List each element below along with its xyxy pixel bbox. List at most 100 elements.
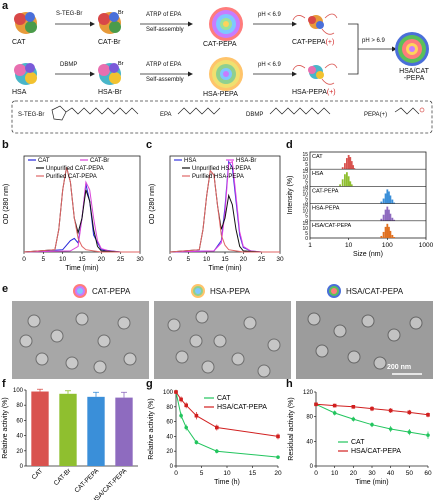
y-tick-label: 80 bbox=[16, 403, 23, 409]
data-point bbox=[215, 449, 219, 453]
x-tick-label: 10 bbox=[331, 470, 339, 477]
legend-label: HSA/CAT-PEPA bbox=[351, 448, 401, 455]
band-label: HSA-PEPA bbox=[312, 206, 340, 212]
tem-title-cat-pepa: CAT-PEPA bbox=[92, 287, 131, 296]
hsa-pepa-plus-icon bbox=[292, 63, 338, 85]
tem-title-hsa-cat-pepa: HSA/CAT-PEPA bbox=[346, 287, 404, 296]
chart-g: 0 5 10 15 20 0 20 40 60 80 100 Time (h) Relative act… bbox=[148, 389, 282, 486]
dls-bar bbox=[349, 181, 352, 187]
x-tick-label: 30 bbox=[276, 256, 284, 263]
dls-bar bbox=[344, 174, 346, 187]
band-label: CAT-PEPA bbox=[312, 188, 339, 194]
dls-bar bbox=[386, 206, 389, 221]
x-tick-label: 10 bbox=[59, 256, 67, 263]
x-tick-label: 25 bbox=[117, 256, 125, 263]
y-axis-label: Relative activity (%) bbox=[2, 397, 9, 458]
data-point bbox=[407, 410, 412, 415]
label-cat-pepa: CAT-PEPA bbox=[203, 41, 237, 48]
x-tick-label: 60 bbox=[424, 470, 432, 477]
dls-bar bbox=[389, 230, 392, 238]
x-tick-label: 20 bbox=[240, 256, 248, 263]
data-point bbox=[276, 455, 280, 459]
ph-low-cat: pH < 6.9 bbox=[258, 12, 281, 18]
dls-bar bbox=[352, 165, 354, 170]
x-tick-label: 5 bbox=[200, 470, 204, 477]
x-tick-label: 5 bbox=[42, 256, 46, 263]
dls-bar bbox=[341, 167, 344, 170]
y-tick-label: 120 bbox=[303, 390, 314, 396]
x-tick-label: 20 bbox=[98, 256, 106, 263]
label-hsa: HSA bbox=[12, 89, 27, 96]
x-tick-label: 20 bbox=[274, 470, 282, 477]
cat-pepa-micelle-icon bbox=[209, 7, 243, 41]
y-axis-label: OD (280 nm) bbox=[149, 184, 156, 224]
panel-label-c: c bbox=[146, 139, 153, 151]
y-tick-label: 100 bbox=[163, 390, 174, 396]
legend-label: CAT bbox=[38, 158, 50, 164]
y-tick-label: 40 bbox=[166, 434, 173, 440]
series-line-0 bbox=[175, 391, 279, 458]
data-point bbox=[314, 402, 318, 407]
x-tick-label: 15 bbox=[78, 256, 86, 263]
category-label: CAT-Br bbox=[53, 467, 73, 487]
dbmp-structure-icon bbox=[269, 107, 331, 115]
y-tick-label: 10 bbox=[302, 174, 308, 180]
x-tick-label: 10 bbox=[345, 242, 353, 249]
y-tick-label: 10 bbox=[302, 157, 308, 163]
scale-bar-label: 200 nm bbox=[387, 364, 412, 371]
dls-bar bbox=[345, 172, 348, 187]
y-tick-label: 80 bbox=[166, 405, 173, 411]
band-label: CAT bbox=[312, 154, 323, 160]
dls-bar bbox=[388, 191, 390, 204]
dls-bar bbox=[380, 218, 383, 221]
panel-label-h: h bbox=[286, 378, 293, 390]
dls-bar bbox=[341, 179, 344, 187]
legend-label: CAT-Br bbox=[90, 158, 109, 164]
label-cat-br: CAT-Br bbox=[98, 39, 121, 46]
step2-hsa-line2: Self-assembly bbox=[146, 77, 184, 83]
dls-bar bbox=[344, 163, 346, 170]
bar bbox=[31, 391, 49, 466]
panel-label-d: d bbox=[286, 139, 293, 151]
y-axis-label: Intensity (%) bbox=[287, 176, 294, 215]
dls-bar bbox=[388, 209, 390, 221]
svg-text:Br: Br bbox=[118, 61, 124, 67]
hsa-cat-pepa-micelle-icon bbox=[395, 32, 429, 66]
band-label: HSA/CAT-PEPA bbox=[312, 223, 352, 229]
data-point bbox=[179, 413, 183, 418]
merge-bracket bbox=[348, 23, 359, 75]
series-line-3 bbox=[23, 167, 140, 253]
cat-pepa-mini-icon bbox=[73, 284, 87, 298]
dls-bar bbox=[382, 231, 385, 238]
x-tick-label: 25 bbox=[258, 256, 266, 263]
label-hsa-cat-pepa: HSA/CAT -PEPA bbox=[399, 68, 429, 82]
y-tick-label: 40 bbox=[16, 434, 23, 440]
data-point bbox=[215, 425, 219, 430]
cat-pepa-plus-icon bbox=[292, 13, 338, 35]
label-cat: CAT bbox=[12, 39, 26, 46]
x-tick-label: 10 bbox=[223, 470, 231, 477]
data-point bbox=[184, 425, 188, 430]
series-line-3 bbox=[169, 169, 280, 253]
category-label: CAT-PEPA bbox=[73, 467, 100, 494]
x-tick-label: 0 bbox=[174, 470, 178, 477]
s-teg-br-structure-icon bbox=[51, 105, 139, 121]
dls-bar bbox=[384, 209, 387, 221]
dls-bar bbox=[353, 168, 356, 170]
cat-protein-icon bbox=[14, 12, 37, 34]
dls-bar bbox=[388, 226, 390, 238]
y-tick-label: 0 bbox=[20, 464, 24, 470]
y-tick-label: 15 bbox=[302, 221, 308, 227]
dls-bar bbox=[391, 199, 394, 204]
data-point bbox=[407, 430, 412, 434]
tem-image-hsa-pepa bbox=[154, 301, 291, 379]
dls-bar bbox=[393, 236, 396, 238]
y-tick-label: 5 bbox=[305, 197, 308, 203]
x-tick-label: 50 bbox=[406, 470, 414, 477]
x-tick-label: 0 bbox=[168, 256, 172, 263]
y-tick-label: 5 bbox=[305, 231, 308, 237]
dls-bar bbox=[389, 213, 392, 221]
x-tick-label: 0 bbox=[22, 256, 26, 263]
y-tick-label: 5 bbox=[305, 214, 308, 220]
